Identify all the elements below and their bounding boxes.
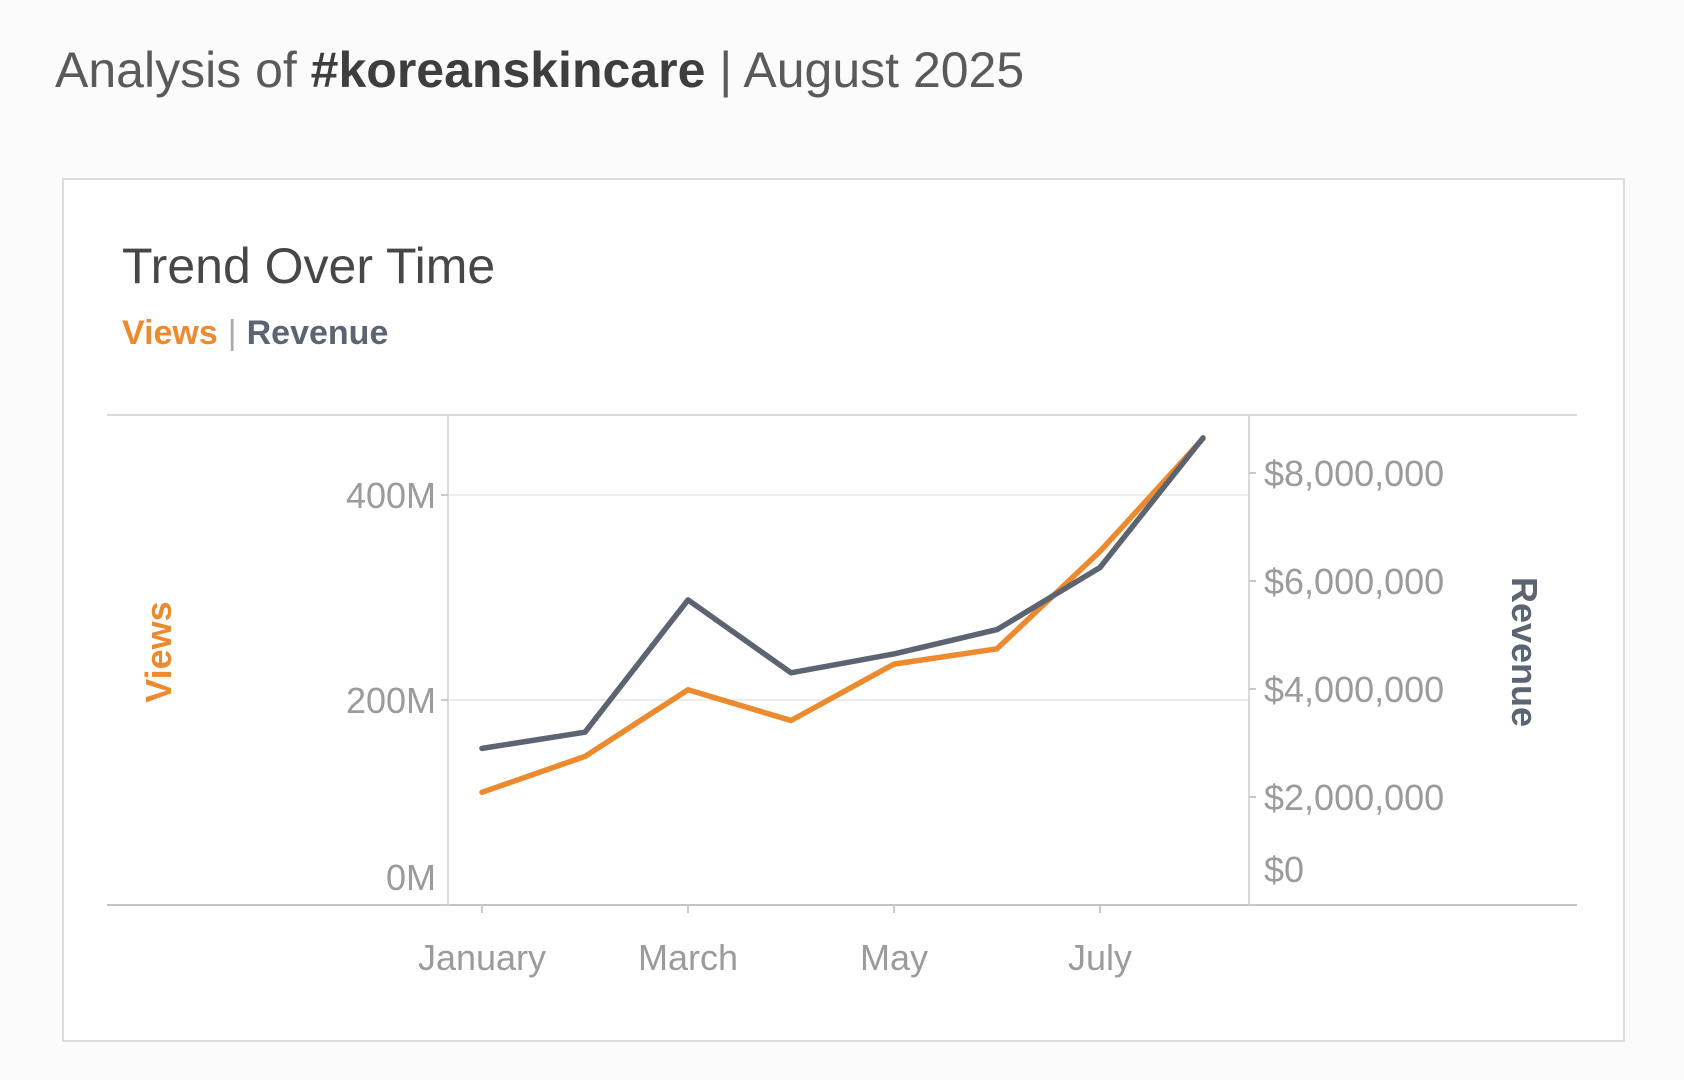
legend: Views | Revenue: [122, 314, 388, 353]
views-axis-title: Views: [138, 601, 179, 703]
left-axis-tick-label: 400M: [346, 475, 436, 516]
series-views-line[interactable]: [479, 435, 1206, 796]
legend-separator: |: [227, 314, 237, 352]
right-axis-tick-label: $2,000,000: [1264, 777, 1444, 818]
right-axis-tick-label: $4,000,000: [1264, 669, 1444, 710]
chart-card: Trend Over Time Views | Revenue 0M 200M 400M…: [62, 178, 1625, 1042]
x-axis-tick-label: March: [638, 937, 738, 978]
page-title: Analysis of #koreanskincare | August 202…: [55, 40, 1024, 100]
right-axis-tick-label: $8,000,000: [1264, 453, 1444, 494]
page-title-prefix: Analysis of: [55, 42, 311, 98]
left-axis-tick-label: 0M: [386, 857, 436, 898]
trend-chart-svg: 0M 200M 400M $0 $2,000,000 $4,000,000 $6,000,0…: [107, 414, 1577, 978]
x-axis-tick-label: January: [418, 937, 546, 978]
chart-title: Trend Over Time: [122, 238, 496, 294]
page-title-hashtag: #koreanskincare: [310, 42, 706, 98]
legend-views-label: Views: [122, 314, 218, 352]
right-axis-tick-label: $6,000,000: [1264, 561, 1444, 602]
right-axis-tick-label: $0: [1264, 849, 1304, 890]
legend-revenue-label: Revenue: [246, 314, 389, 352]
page-title-suffix: | August 2025: [705, 42, 1025, 98]
x-axis-tick-label: July: [1068, 937, 1132, 978]
left-axis-tick-label: 200M: [346, 680, 436, 721]
revenue-axis-title: Revenue: [1504, 576, 1545, 728]
series-revenue-line[interactable]: [479, 435, 1206, 752]
x-axis-tick-label: May: [860, 937, 928, 978]
